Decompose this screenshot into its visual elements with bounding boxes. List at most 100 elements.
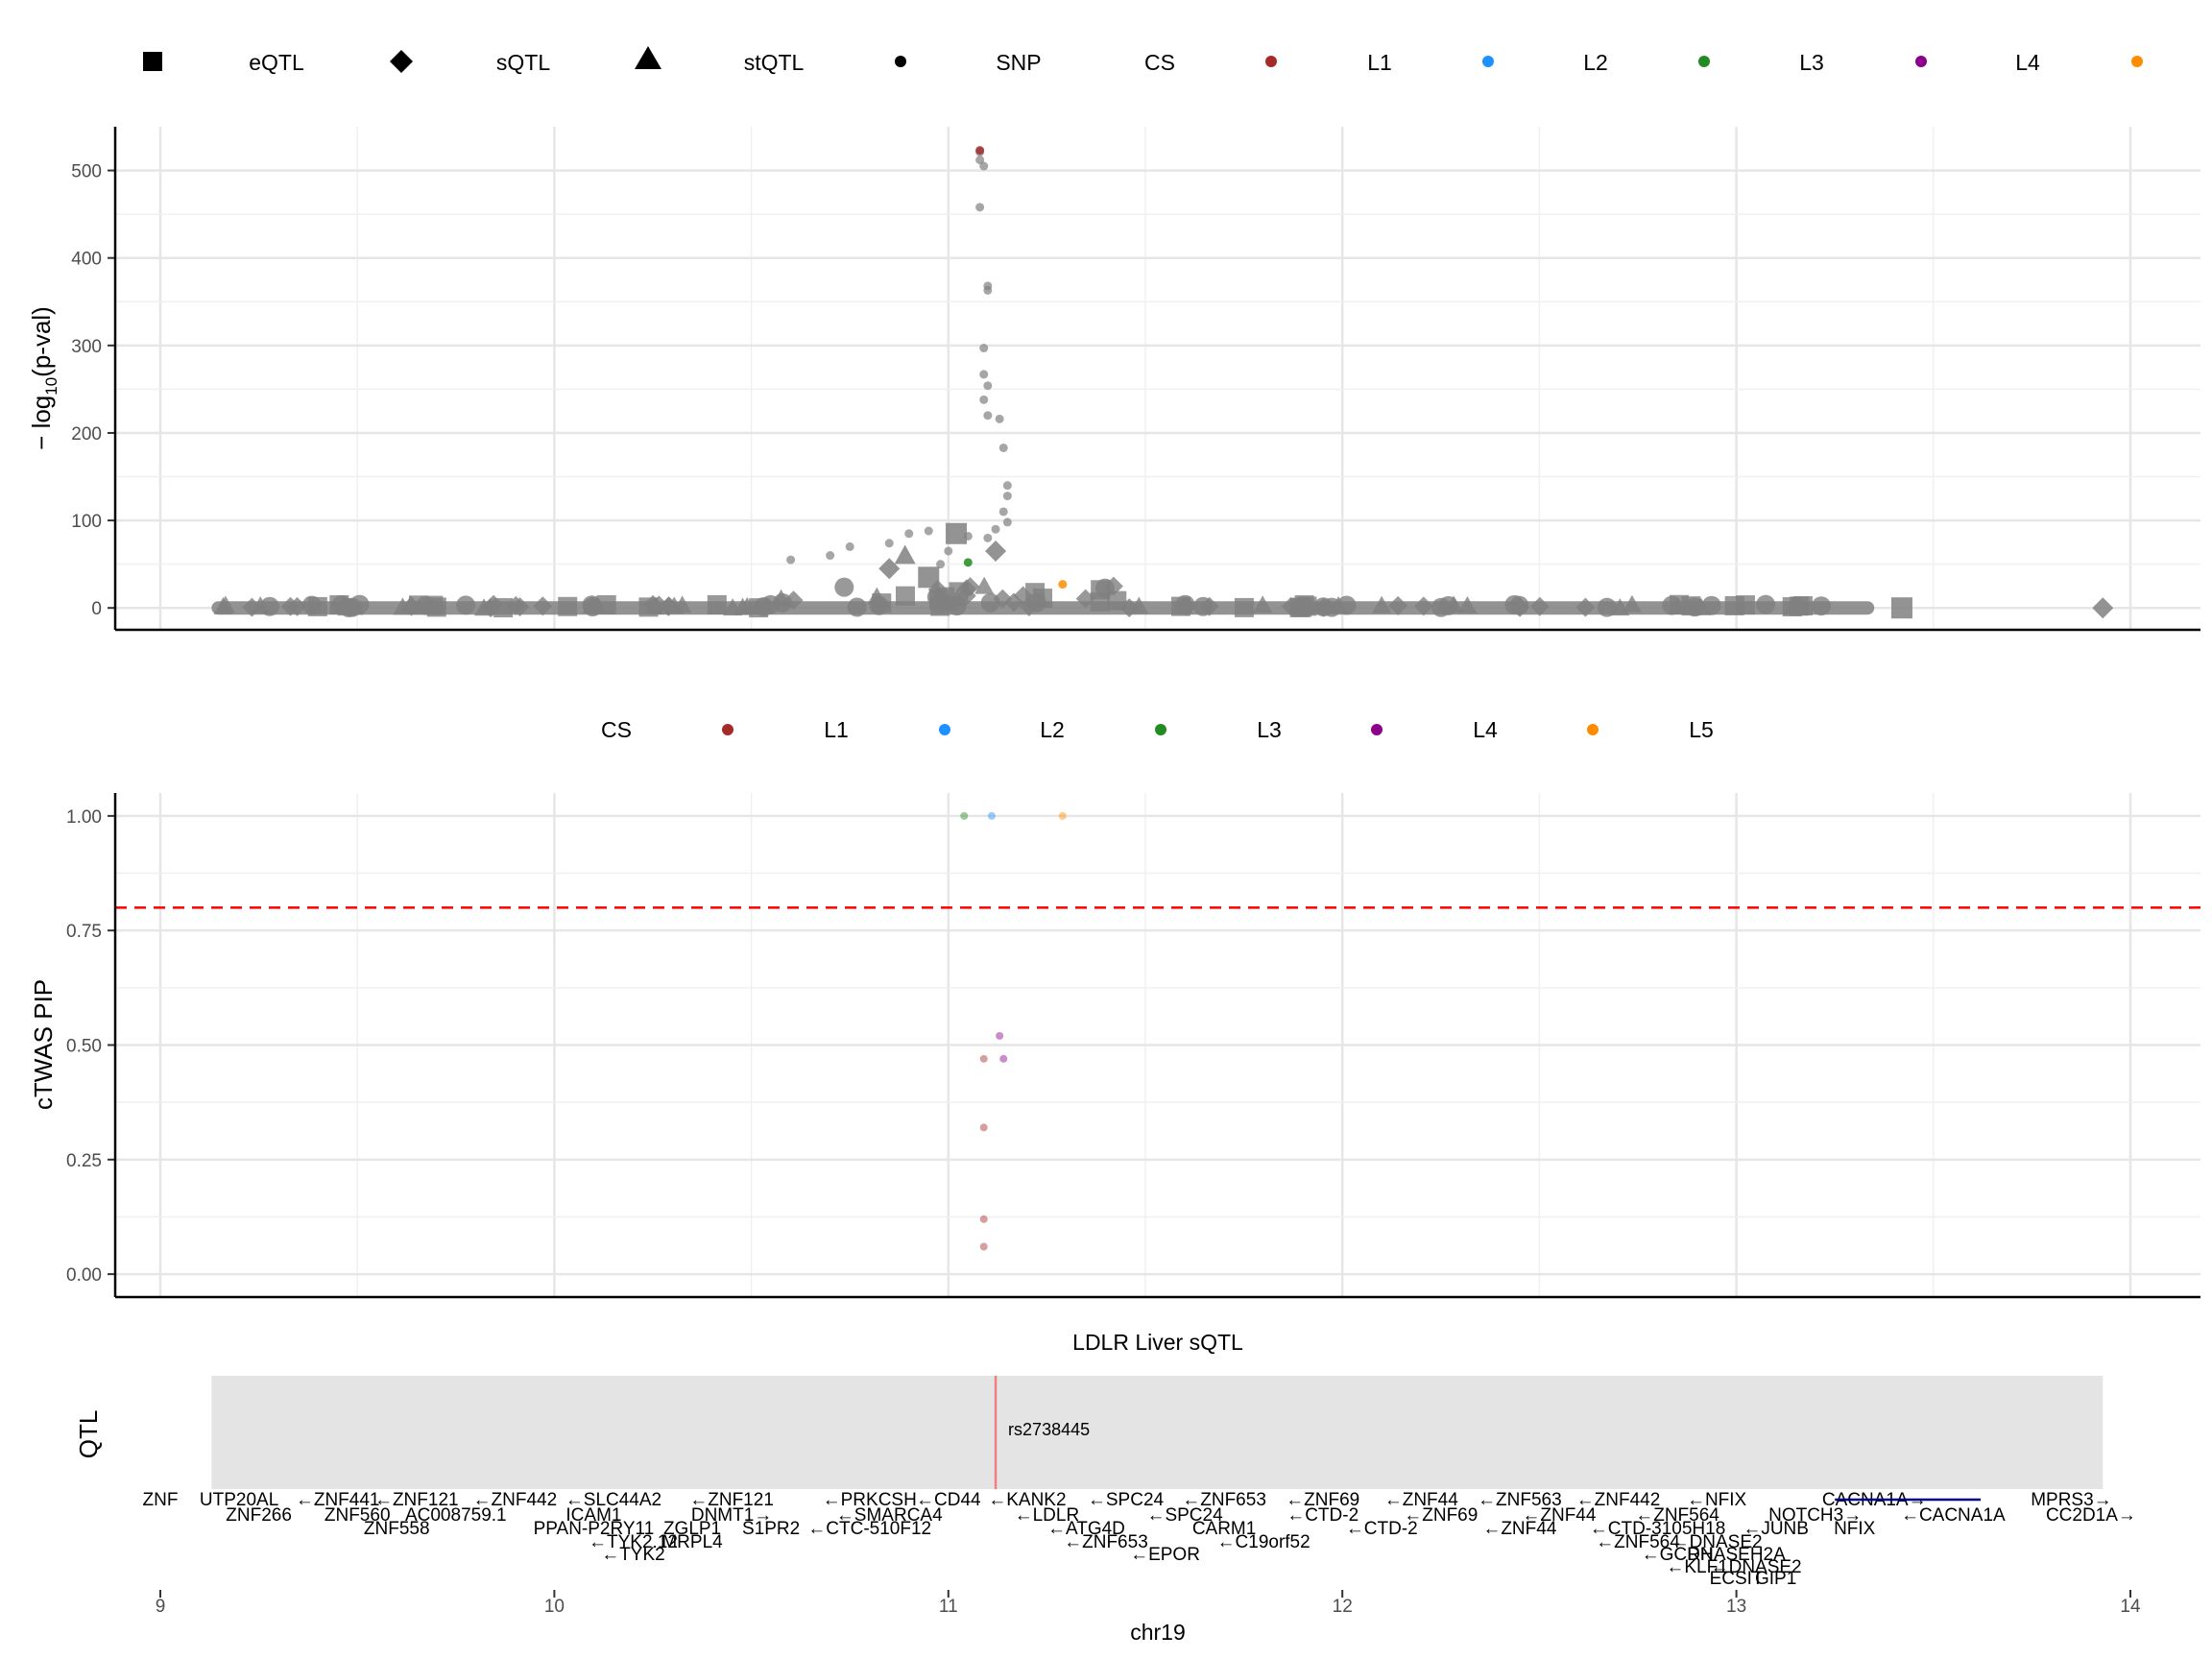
gene-label: ←DNASE2: [1671, 1532, 1763, 1552]
gene-label: ←GCDH: [1642, 1545, 1714, 1565]
gene-label: ←DNASE2: [1711, 1557, 1802, 1577]
point-snp: [975, 203, 985, 212]
baseline-variant-point: [1253, 595, 1273, 613]
baseline-variant-point: [558, 596, 578, 616]
y-tick-label: 0.50: [66, 1037, 102, 1057]
panel1-gridlines: [115, 127, 2200, 630]
gene-label: AC008759.1: [405, 1505, 507, 1526]
baseline-variant-point: [645, 596, 665, 614]
point-snp: [995, 414, 1004, 423]
gene-label: ←ZNF564: [1635, 1505, 1719, 1526]
baseline-variant-point: [1033, 589, 1053, 609]
panel2-y-ticks: 0.00 0.25 0.50 0.75 1.00: [66, 807, 115, 1286]
baseline-variant-point: [847, 597, 867, 617]
gene-label: GIP1: [1755, 1569, 1796, 1589]
point-snp: [983, 285, 993, 295]
legend-stqtl-label: stQTL: [744, 50, 805, 75]
baseline-variant-point: [287, 596, 307, 616]
baseline-variant-point: [754, 596, 774, 616]
qtl-region-band: [211, 1376, 2104, 1489]
y-tick-label: 0.75: [66, 922, 102, 942]
gene-label: ZNF560: [325, 1505, 391, 1526]
baseline-variant-point: [895, 586, 915, 606]
baseline-variant-point: [659, 596, 679, 616]
gene-label: RNASEH2A: [1687, 1545, 1786, 1565]
point-snp: [998, 443, 1008, 452]
pip-point-l1: [979, 1054, 988, 1063]
point-snp: [983, 411, 993, 421]
legend-mid-cs-dot-1: [722, 724, 733, 735]
baseline-variant-point: [1107, 590, 1127, 611]
legend-mid-cs-label-4: L4: [1473, 717, 1498, 742]
gene-label: MPRS3→: [2031, 1490, 2111, 1510]
pip-point-l1: [979, 1214, 988, 1223]
gene-track: ZNF UTP20AL ←ZNF441←ZNF121 ←ZNF442 ←SLC44A2 ←…: [143, 1490, 2136, 1589]
point-snp: [979, 395, 989, 404]
baseline-variant-point: [1388, 595, 1408, 615]
legend-eqtl-square-icon: [143, 52, 162, 71]
y-tick-label: 300: [71, 337, 102, 357]
gene-label: CC2D1A→: [2046, 1505, 2136, 1526]
baseline-variant-point: [456, 595, 476, 615]
baseline-variant-point: [1792, 595, 1813, 615]
legend-mid-cs-label-5: L5: [1689, 717, 1714, 742]
baseline-variant-point: [956, 586, 976, 606]
gene-label: ←CTC-510F12: [807, 1519, 931, 1539]
gene-label: ZNF: [143, 1490, 179, 1510]
baseline-variant-point: [1003, 592, 1023, 613]
y-tick-label: 100: [71, 512, 102, 532]
point-snp: [1002, 481, 1012, 491]
baseline-variant-point: [1413, 596, 1433, 616]
qtl-track-panel: LDLR Liver sQTL QTL rs2738445: [74, 1330, 2104, 1489]
gene-label: ←SPC24: [1146, 1505, 1223, 1526]
gene-label: ←C19orf52: [1217, 1532, 1310, 1552]
baseline-variant-point: [420, 595, 440, 613]
x-tick-label: 13: [1726, 1597, 1746, 1617]
panel2-gridlines: [115, 793, 2200, 1297]
gene-label: ←ATG4D: [1047, 1519, 1125, 1539]
point-stqtl: [894, 544, 916, 565]
gene-label: ←ZNF563: [1478, 1490, 1562, 1510]
panel2-points: [960, 811, 1067, 1251]
gene-label: ←ZNF69: [1404, 1505, 1478, 1526]
point-snp: [944, 546, 953, 556]
legend-mid: CS L1 L2 L3 L4 L5: [601, 717, 1714, 742]
baseline-variant-point: [974, 576, 995, 594]
gene-label: ←CD44: [916, 1490, 981, 1510]
baseline-variant-point: [1597, 597, 1617, 617]
gene-label: ←ZNF441: [296, 1490, 380, 1510]
gene-label: ECSIT: [1710, 1569, 1764, 1589]
legend-top-cs-dot-2: [1482, 56, 1494, 67]
legend-snp-circle-icon: [895, 56, 906, 67]
baseline-variant-point: [1291, 597, 1311, 617]
gene-label: ←ZNF69: [1286, 1490, 1359, 1510]
baseline-variant-point: [1444, 595, 1464, 613]
y-tick-label: 200: [71, 424, 102, 445]
point-snp: [924, 526, 933, 536]
baseline-variant-point: [1234, 597, 1254, 617]
legend-mid-cs-dot-5: [1587, 724, 1599, 735]
y-tick-label: 0.25: [66, 1151, 102, 1171]
gene-label: PPAN-P2RY11: [534, 1519, 655, 1539]
gene-label: ZGLP1: [663, 1519, 721, 1539]
baseline-variant-point: [1372, 595, 1392, 613]
gene-label: ZNF558: [364, 1519, 430, 1539]
gene-label: ←SLC44A2: [565, 1490, 661, 1510]
legend-mid-cs-dot-2: [939, 724, 950, 735]
baseline-variant-point: [834, 577, 854, 597]
gene-label: ←ZNF564: [1596, 1532, 1680, 1552]
gene-label: S1PR2: [742, 1519, 800, 1539]
point-snp: [979, 344, 989, 353]
panel1-y-ticks: 0 100 200 300 400 500: [71, 162, 115, 619]
point-snp: [998, 507, 1008, 517]
gene-label: ←NFIX: [1687, 1490, 1747, 1510]
gene-label: ←LDLR: [1015, 1505, 1080, 1526]
legend-top-cs-title: CS: [1144, 50, 1175, 75]
gene-label: ←TYK2: [601, 1545, 665, 1565]
legend-top-cs-dot-1: [1265, 56, 1277, 67]
legend-top-cs-label-4: L4: [2015, 50, 2040, 75]
baseline-variant-point: [733, 597, 753, 615]
baseline-variant-point: [215, 595, 235, 613]
gene-label: ←ZNF44: [1522, 1505, 1597, 1526]
pip-point-l4: [999, 1054, 1008, 1063]
